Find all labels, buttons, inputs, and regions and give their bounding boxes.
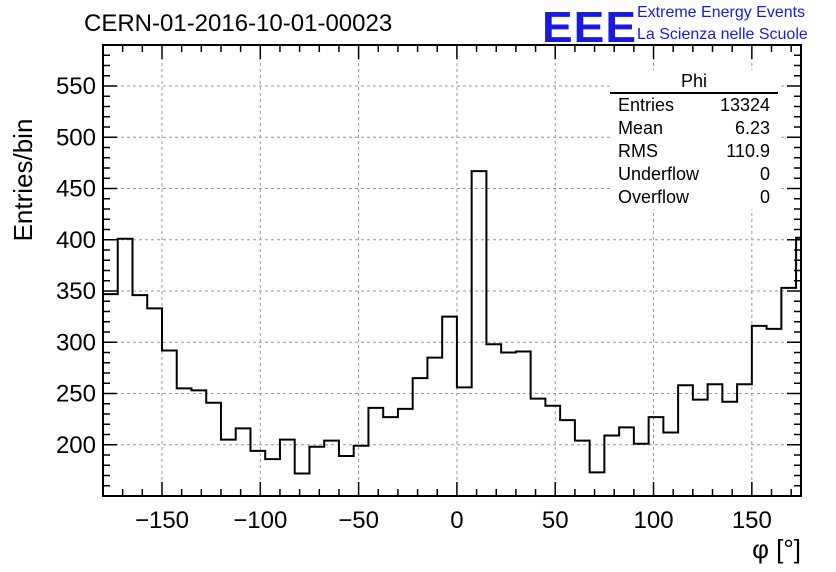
y-tick-label: 250	[56, 381, 96, 408]
x-axis-label: φ [°]	[752, 534, 801, 564]
x-tick-label: 100	[634, 507, 674, 534]
y-tick-label: 550	[56, 73, 96, 100]
eee-logo: EEE	[542, 2, 638, 52]
x-tick-label: −100	[233, 507, 287, 534]
stats-value: 110.9	[726, 141, 770, 161]
stats-row-entries: Entries 13324	[610, 94, 778, 117]
stats-label: Underflow	[618, 164, 700, 184]
stats-row-overflow: Overflow 0	[610, 186, 778, 209]
stats-row-rms: RMS 110.9	[610, 140, 778, 163]
y-tick-label: 500	[56, 124, 96, 151]
tick-labels: −150 −100 −50 0 50 100 150 200 250 300 350 400 450 50…	[56, 73, 772, 534]
stats-label: Overflow	[618, 187, 690, 207]
y-axis-label: Entries/bin	[8, 119, 38, 242]
x-tick-label: −50	[338, 507, 379, 534]
stats-label: RMS	[618, 141, 658, 161]
stats-box: Phi Entries 13324 Mean 6.23 RMS 110.9 Un…	[610, 70, 778, 209]
y-tick-label: 350	[56, 278, 96, 305]
y-tick-label: 450	[56, 176, 96, 203]
stats-label: Mean	[618, 118, 664, 138]
y-tick-label: 300	[56, 329, 96, 356]
axis-ticks	[102, 44, 801, 496]
x-tick-label: −150	[135, 507, 189, 534]
grid-lines	[103, 45, 801, 496]
chart-title: CERN-01-2016-10-01-00023	[84, 10, 393, 37]
stats-label: Entries	[618, 95, 675, 115]
logo-line-1: Extreme Energy Events	[637, 4, 806, 21]
y-tick-label: 200	[56, 432, 96, 459]
histogram-series	[102, 170, 801, 496]
x-tick-label: 0	[450, 507, 463, 534]
stats-row-underflow: Underflow 0	[610, 163, 778, 186]
y-tick-label: 400	[56, 227, 96, 254]
stats-value: 6.23	[734, 118, 770, 138]
logo-line-2: La Scienza nelle Scuole	[637, 26, 808, 43]
stats-value: 0	[759, 187, 770, 207]
x-tick-label: 150	[732, 507, 772, 534]
stats-value: 0	[759, 164, 770, 184]
stats-value: 13324	[719, 95, 770, 115]
x-tick-label: 50	[542, 507, 569, 534]
stats-row-mean: Mean 6.23	[610, 117, 778, 140]
stats-title: Phi	[610, 70, 778, 94]
